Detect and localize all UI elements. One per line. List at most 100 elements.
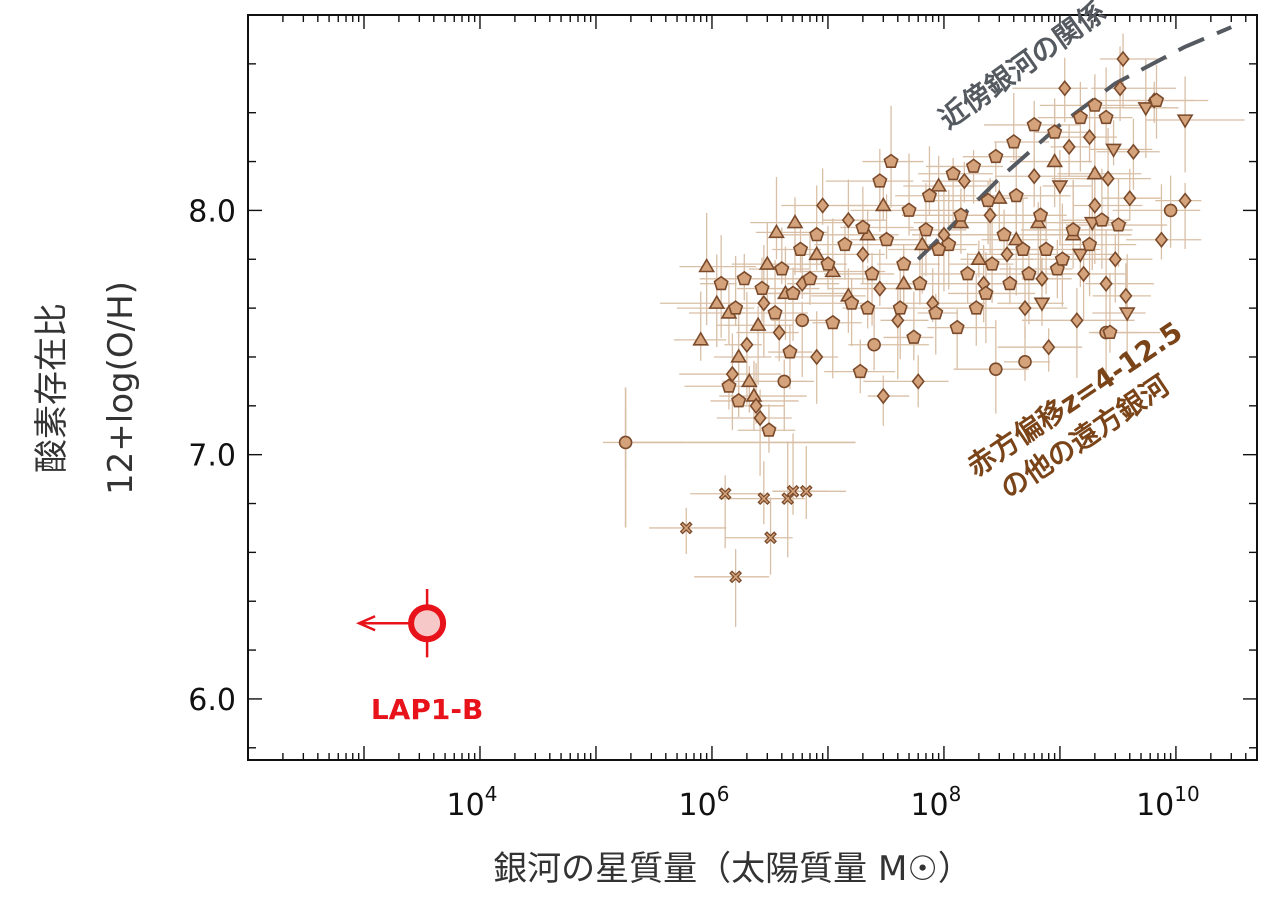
plot-frame: [247, 14, 1258, 761]
y-tick-label: 6.0: [188, 683, 236, 718]
error-bars: [602, 33, 1245, 627]
data-point-pentagon: [1021, 265, 1037, 281]
data-point-diamond: [1000, 246, 1014, 263]
data-point-pentagon: [731, 392, 747, 408]
data-point-pentagon: [1006, 134, 1022, 149]
data-point-diamond: [772, 324, 786, 341]
data-point-triangle-up: [874, 196, 892, 212]
highlight-point: [408, 604, 447, 643]
data-point-diamond: [891, 312, 905, 329]
data-point-pentagon: [918, 222, 934, 237]
data-point-circle: [1163, 203, 1178, 218]
data-point-pentagon: [1038, 241, 1054, 256]
data-point-triangle-up: [1046, 152, 1064, 168]
data-point-pentagon: [1002, 275, 1018, 291]
data-point-triangle-up: [1086, 165, 1104, 180]
data-point-diamond: [1082, 128, 1097, 146]
data-point-pentagon: [860, 300, 876, 315]
data-point-diamond: [1119, 287, 1133, 305]
data-point-diamond: [1178, 192, 1192, 209]
data-point-pentagon: [1098, 109, 1114, 125]
data-point-pentagon: [736, 270, 752, 286]
data-point-pentagon: [754, 280, 770, 296]
data-point-pentagon: [968, 300, 984, 315]
data-point-pentagon: [931, 241, 947, 256]
data-point-circle: [867, 337, 881, 352]
data-point-pentagon: [978, 285, 994, 300]
data-point-pentagon: [1110, 217, 1127, 232]
data-point-diamond: [1108, 250, 1122, 268]
markers: [618, 50, 1194, 584]
data-point-diamond: [1116, 50, 1130, 68]
data-point-triangle-down: [1105, 143, 1122, 158]
data-point-pentagon: [713, 275, 729, 291]
data-point-diamond: [1113, 79, 1127, 97]
data-point-pentagon: [984, 256, 1000, 271]
data-point-triangle-up: [758, 255, 776, 270]
data-point-triangle-down: [1071, 248, 1089, 263]
data-point-pentagon: [965, 158, 982, 173]
data-point-triangle-up: [698, 258, 716, 273]
data-point-pentagon: [872, 173, 888, 188]
data-point-diamond: [757, 294, 771, 312]
data-point-cross: [757, 492, 771, 506]
data-point-diamond: [1070, 312, 1084, 329]
data-point-diamond: [740, 336, 754, 354]
data-point-cross: [764, 531, 777, 545]
data-point-triangle-up: [749, 316, 767, 331]
data-point-pentagon: [1008, 187, 1024, 203]
data-point-triangle-down: [1033, 297, 1051, 312]
data-point-pentagon: [896, 256, 912, 271]
cross-stroke-inner: [801, 486, 811, 496]
data-point-triangle-up: [708, 294, 726, 309]
cross-stroke-inner: [788, 486, 798, 496]
data-point-pentagon: [1087, 97, 1103, 112]
data-point-circle: [618, 435, 633, 450]
data-point-pentagon: [761, 422, 777, 437]
data-point-triangle-down: [1051, 180, 1069, 195]
data-point-triangle-up: [970, 250, 988, 265]
y-axis-title-line2: 12+log(O/H): [101, 281, 141, 495]
data-point-pentagon: [844, 295, 860, 310]
data-point-diamond: [1123, 189, 1137, 207]
data-point-diamond: [1018, 299, 1032, 317]
upper-limit-arrow-head: [355, 615, 376, 632]
x-tick-label: 106: [679, 782, 730, 823]
data-point-diamond: [876, 387, 890, 405]
data-point-pentagon: [960, 265, 976, 281]
data-point-pentagon: [767, 305, 783, 320]
data-point-pentagon: [855, 219, 871, 234]
data-point-triangle-up: [730, 348, 748, 363]
data-point-pentagon: [825, 314, 841, 330]
data-point-diamond: [911, 373, 925, 390]
data-point-pentagon: [792, 241, 809, 256]
highlight-label: LAP1-B: [371, 693, 483, 726]
data-point-pentagon: [1094, 212, 1110, 227]
data-point-diamond: [753, 409, 767, 427]
data-point-diamond: [983, 207, 997, 224]
y-tick-label: 7.0: [188, 439, 236, 474]
data-point-cross: [799, 484, 813, 498]
data-point-circle: [1018, 355, 1032, 369]
data-point-pentagon: [785, 285, 801, 300]
data-point-pentagon: [1047, 124, 1063, 139]
x-tick-label: 1010: [1136, 782, 1200, 823]
x-axis-title: 銀河の星質量（太陽質量 M☉）: [493, 849, 972, 889]
data-point-triangle-down: [1137, 102, 1155, 117]
highlight-layer: [355, 589, 447, 658]
cross-stroke-inner: [759, 494, 769, 504]
data-point-diamond: [957, 172, 971, 190]
data-point-diamond: [856, 246, 870, 263]
data-point-pentagon: [1102, 324, 1118, 340]
data-point-diamond: [1027, 167, 1041, 185]
data-point-pentagon: [721, 378, 737, 393]
y-tick-label: 8.0: [188, 194, 236, 229]
data-point-cross: [786, 484, 800, 498]
data-point-diamond: [816, 197, 830, 214]
data-point-triangle-up: [895, 275, 913, 290]
data-point-triangle-down: [1118, 307, 1136, 322]
data-point-pentagon: [837, 236, 853, 252]
data-point-triangle-up: [768, 223, 785, 239]
data-point-triangle-up: [1007, 231, 1025, 246]
